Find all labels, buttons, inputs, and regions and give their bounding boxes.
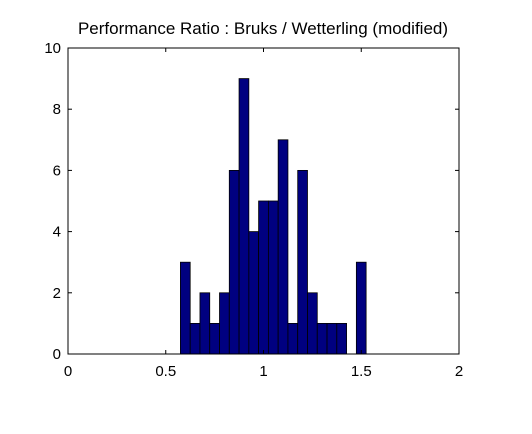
histogram-bar [297,169,308,355]
x-tick-label: 0 [64,363,72,380]
x-tick-label: 1.5 [351,363,372,380]
histogram-bar [228,169,240,355]
histogram-bar [287,322,299,355]
histogram-bar [209,322,220,355]
chart-title: Performance Ratio : Bruks / Wetterling (… [78,19,448,38]
x-tick-labels: 0 0.5 1 1.5 2 [64,363,463,380]
ticks-layer [67,47,460,355]
y-tick-label: 10 [44,40,61,57]
histogram-bar [326,322,338,355]
histogram-bar [277,139,289,355]
histogram-bar [258,200,269,355]
histogram-bar [199,292,211,355]
y-tick-label: 6 [53,162,61,179]
x-tick-label: 1 [259,363,267,380]
y-tick-label: 0 [53,346,61,363]
histogram-bar [238,78,250,355]
histogram-bar [336,322,347,355]
histogram-bar [267,200,279,355]
histogram-bar [316,322,328,355]
histogram-bar [307,292,318,355]
y-tick-labels: 0 2 4 6 8 10 [44,40,61,363]
y-tick-label: 2 [53,285,61,302]
x-tick-label: 0.5 [155,363,176,380]
y-tick-label: 4 [53,224,61,241]
histogram-bar [355,261,367,355]
histogram-bar [219,292,230,355]
y-tick-label: 8 [53,101,61,118]
histogram-bar [248,231,260,355]
histogram-bar [180,261,191,355]
histogram-bar [189,322,201,355]
x-tick-label: 2 [455,363,463,380]
